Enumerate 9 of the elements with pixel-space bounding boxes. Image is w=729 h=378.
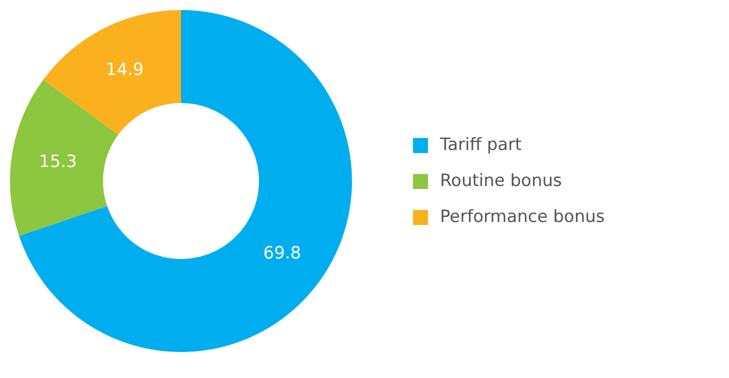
data-label: 15.3 [39,152,77,172]
legend-label: Tariff part [440,135,522,155]
donut-slice [43,10,181,135]
data-label: 14.9 [106,60,144,80]
donut-slice [19,10,352,352]
data-label: 69.8 [263,244,302,264]
legend-label: Performance bonus [440,207,605,227]
donut-slice [10,80,118,236]
legend-label: Routine bonus [440,171,562,191]
